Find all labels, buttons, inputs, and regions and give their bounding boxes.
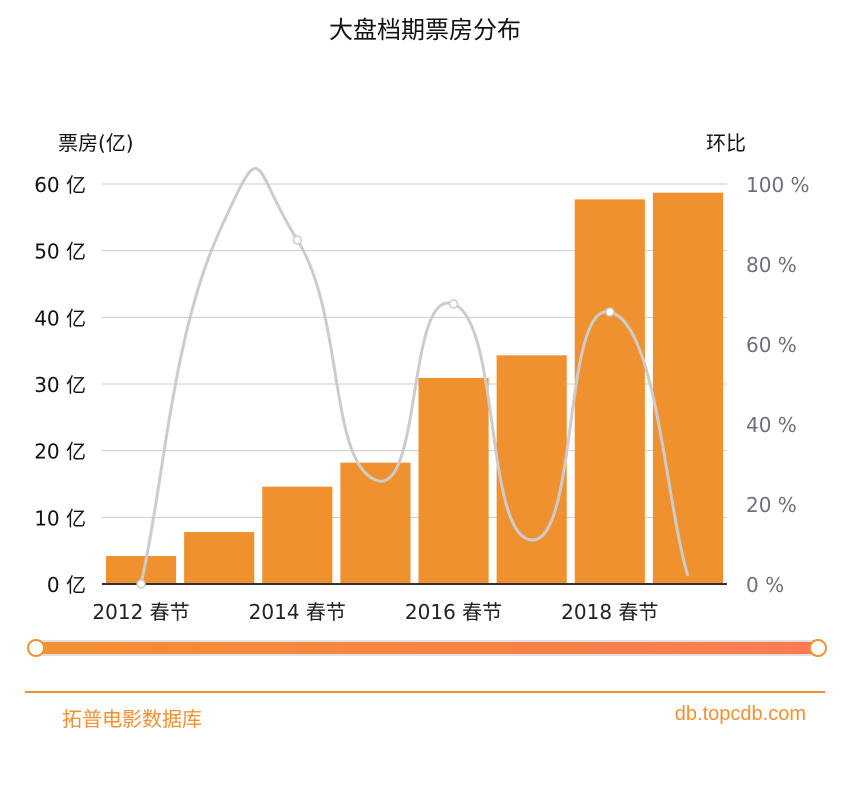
y-tick-label: 50 亿 (34, 240, 86, 264)
ratio-point[interactable] (605, 307, 615, 317)
y-tick-label: 30 亿 (34, 373, 86, 397)
x-tick-label: 2018 春节 (561, 600, 658, 624)
y2-tick-label: 60 % (746, 333, 797, 357)
y2-tick-label: 0 % (746, 573, 784, 597)
y-tick-label: 10 亿 (34, 506, 86, 530)
y2-tick-label: 100 % (746, 173, 810, 197)
chart-title: 大盘档期票房分布 (329, 16, 521, 44)
x-tick-label: 2014 春节 (249, 600, 346, 624)
bar-2015-春节[interactable] (340, 462, 411, 584)
bar-2016-春节[interactable] (418, 378, 489, 584)
x-tick-label: 2012 春节 (92, 600, 189, 624)
footer-divider (25, 691, 825, 693)
zoom-slider-fill[interactable] (36, 642, 818, 654)
bar-2013-春节[interactable] (184, 532, 255, 584)
bar-2017-春节[interactable] (496, 355, 567, 584)
y-axis-title: 票房(亿) (58, 131, 134, 155)
ratio-point[interactable] (292, 235, 303, 245)
zoom-slider-end-handle[interactable] (809, 639, 827, 657)
y-tick-label: 60 亿 (34, 173, 86, 197)
ratio-point[interactable] (136, 579, 146, 589)
zoom-slider-start-handle[interactable] (27, 639, 45, 657)
ratio-line (139, 166, 690, 585)
bar-2018-春节[interactable] (574, 199, 645, 585)
y-tick-label: 20 亿 (34, 440, 86, 464)
y-tick-label: 40 亿 (34, 306, 86, 330)
y2-tick-label: 20 % (746, 493, 797, 517)
y2-axis-title: 环比 (706, 131, 746, 155)
ratio-point[interactable] (448, 299, 459, 309)
bar-2014-春节[interactable] (262, 486, 333, 584)
bar-2019-春节[interactable] (652, 192, 723, 584)
footer-brand[interactable]: 拓普电影数据库 (62, 707, 202, 731)
x-tick-label: 2016 春节 (405, 600, 502, 624)
y-tick-label: 0 亿 (47, 573, 86, 597)
y2-tick-label: 40 % (746, 413, 797, 437)
y2-tick-label: 80 % (746, 253, 797, 277)
footer-url[interactable]: db.topcdb.com (674, 703, 806, 725)
chart: 0 亿 10 亿 20 亿 30 亿 40 亿 50 亿 60 亿 0 % 20 % 40 % 60… (27, 131, 827, 657)
